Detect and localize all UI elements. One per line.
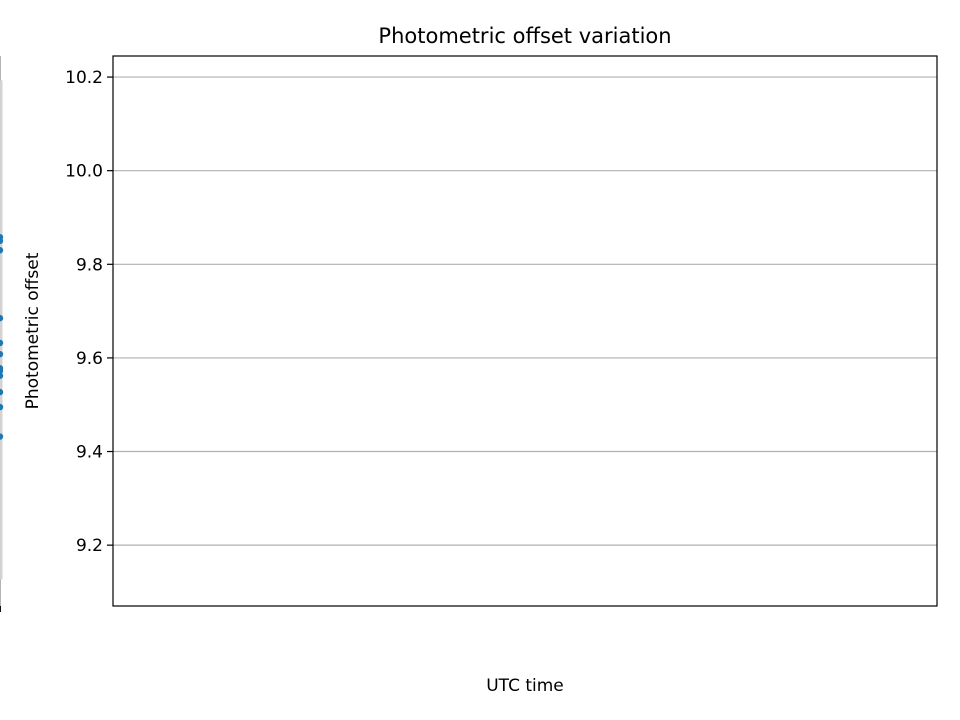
data-point (0, 314, 4, 322)
plot-frame (112, 55, 938, 607)
data-point (0, 339, 4, 347)
data-point (0, 372, 4, 379)
plot-area (113, 56, 937, 606)
data-point (0, 350, 4, 358)
y-tick-label: 9.6 (76, 349, 103, 369)
data-point (0, 388, 4, 396)
y-tick-label: 9.4 (76, 443, 103, 463)
y-tick-label: 10.0 (65, 162, 103, 182)
y-tick-label: 10.2 (65, 68, 103, 88)
data-point (0, 403, 4, 411)
data-points (0, 233, 4, 440)
data-point (0, 247, 4, 254)
grid (0, 56, 937, 606)
x-axis-title: UTC time (486, 676, 564, 696)
y-axis-ticks: 9.2 9.4 9.6 9.8 10.0 10.2 (65, 68, 113, 556)
y-tick-label: 9.2 (76, 536, 103, 556)
data-point (0, 233, 4, 241)
data-point (0, 433, 4, 440)
chart-title: Photometric offset variation (378, 24, 671, 48)
y-axis-title: Photometric offset (23, 252, 43, 409)
y-tick-label: 9.8 (76, 255, 103, 275)
